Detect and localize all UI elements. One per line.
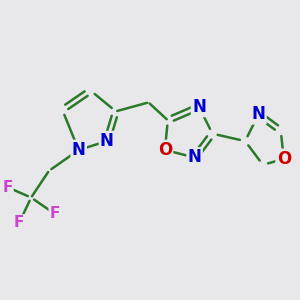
Text: N: N [192, 98, 206, 116]
Text: O: O [158, 141, 172, 159]
Text: N: N [251, 105, 266, 123]
Text: O: O [277, 150, 291, 168]
Text: N: N [72, 141, 86, 159]
Text: N: N [100, 132, 114, 150]
Text: F: F [14, 215, 24, 230]
Text: F: F [2, 180, 13, 195]
Text: N: N [188, 148, 202, 166]
Text: F: F [50, 206, 60, 221]
